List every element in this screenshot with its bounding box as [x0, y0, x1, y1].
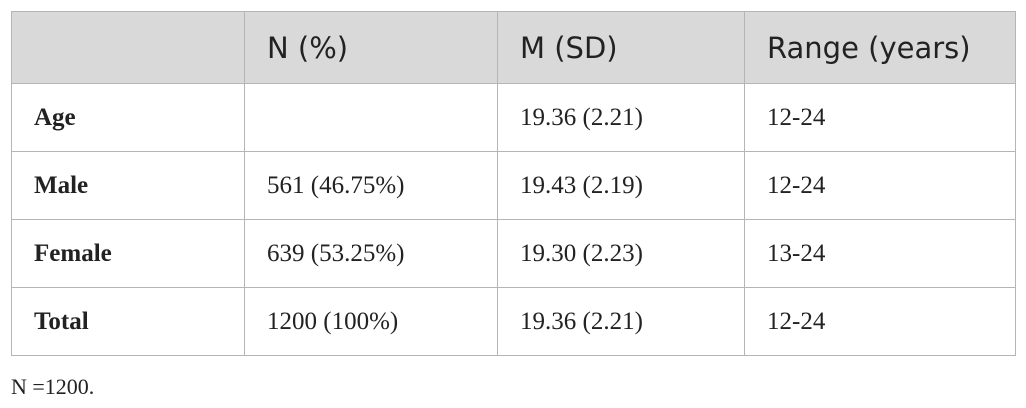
- table-row: Total 1200 (100%) 19.36 (2.21) 12-24: [11, 287, 1016, 356]
- cell-range: 12-24: [744, 151, 1016, 220]
- table-footnote: N =1200.: [11, 374, 95, 399]
- cell-m-sd: 19.36 (2.21): [497, 287, 745, 356]
- table-row: Female 639 (53.25%) 19.30 (2.23) 13-24: [11, 219, 1016, 288]
- header-cell-n-pct: N (%): [244, 11, 498, 84]
- cell-m-sd: 19.30 (2.23): [497, 219, 745, 288]
- cell-n-pct: [244, 83, 498, 152]
- cell-m-sd: 19.43 (2.19): [497, 151, 745, 220]
- cell-range: 13-24: [744, 219, 1016, 288]
- table-body: Age 19.36 (2.21) 12-24 Male 561 (46.75%)…: [11, 83, 1016, 356]
- cell-range: 12-24: [744, 287, 1016, 356]
- row-label: Female: [11, 219, 245, 288]
- row-label: Male: [11, 151, 245, 220]
- cell-range: 12-24: [744, 83, 1016, 152]
- row-label: Age: [11, 83, 245, 152]
- table-header: N (%) M (SD) Range (years): [11, 11, 1016, 84]
- data-table: N (%) M (SD) Range (years) Age 19.36 (2.…: [11, 11, 1016, 356]
- header-cell-m-sd: M (SD): [497, 11, 745, 84]
- header-cell-empty: [11, 11, 245, 84]
- header-cell-range: Range (years): [744, 11, 1016, 84]
- cell-n-pct: 1200 (100%): [244, 287, 498, 356]
- cell-n-pct: 561 (46.75%): [244, 151, 498, 220]
- cell-m-sd: 19.36 (2.21): [497, 83, 745, 152]
- header-row: N (%) M (SD) Range (years): [11, 11, 1016, 84]
- table-row: Age 19.36 (2.21) 12-24: [11, 83, 1016, 152]
- cell-n-pct: 639 (53.25%): [244, 219, 498, 288]
- table-container: N (%) M (SD) Range (years) Age 19.36 (2.…: [11, 11, 1016, 356]
- table-row: Male 561 (46.75%) 19.43 (2.19) 12-24: [11, 151, 1016, 220]
- row-label: Total: [11, 287, 245, 356]
